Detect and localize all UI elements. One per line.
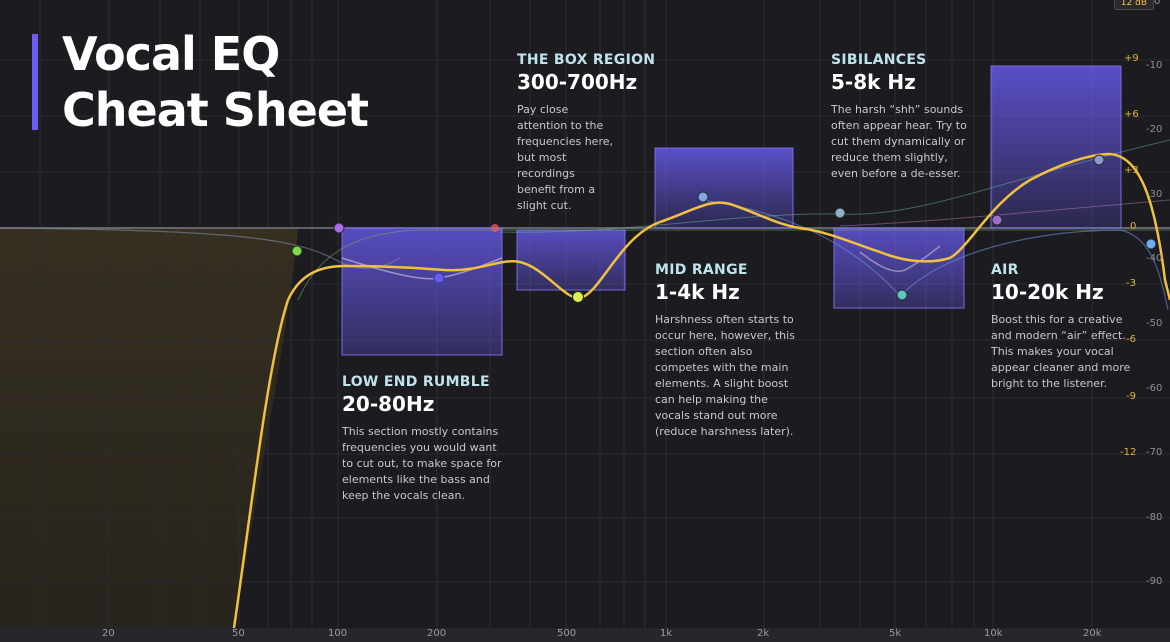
freq-tick: 10k [984, 628, 1003, 639]
freq-tick: 200 [427, 628, 447, 639]
title-line-1: Vocal EQ [62, 27, 280, 81]
gain-tick: -3 [1126, 278, 1136, 289]
eq-node-mid[interactable] [697, 191, 709, 203]
freq-tick: 20 [102, 628, 115, 639]
freq-tick: 50 [232, 628, 245, 639]
section-mid-label: MID RANGE [655, 262, 748, 278]
analyzer-tick: 0 [1154, 0, 1161, 7]
gain-tick: +6 [1124, 109, 1139, 120]
title-line-2: Cheat Sheet [62, 83, 369, 137]
freq-axis: 20 50 100 200 500 1k 2k 5k 10k 20k [0, 628, 1170, 642]
section-mid-description: Harshness often starts to occur here, ho… [655, 313, 795, 438]
gain-tick: 0 [1130, 221, 1137, 232]
section-box-description: Pay close attention to the frequencies h… [517, 103, 613, 212]
freq-tick: 100 [328, 628, 348, 639]
gain-tick: -6 [1126, 334, 1136, 345]
eq-node-teal[interactable] [834, 207, 846, 219]
eq-node-box[interactable] [572, 291, 584, 303]
freq-tick: 2k [757, 628, 770, 639]
freq-tick: 500 [557, 628, 577, 639]
grid-horizontal [0, 59, 1170, 583]
band-curve-low-shelf [0, 227, 401, 269]
analyzer-tick: -70 [1146, 447, 1163, 458]
analyzer-tick: -10 [1146, 60, 1163, 71]
band-box-low [341, 227, 503, 356]
band-curve-blue [699, 199, 1169, 311]
band-box-box [516, 229, 626, 291]
low-cut-region [0, 228, 298, 642]
title-accent-bar [32, 34, 38, 130]
section-air-label: AIR [991, 262, 1019, 278]
gain-tick: -12 [1120, 447, 1137, 458]
section-mid: MID RANGE 1-4k Hz Harshness often starts… [655, 262, 805, 440]
gain-tick: +9 [1124, 53, 1139, 64]
section-sib-label: SIBILANCES [831, 52, 927, 68]
section-low-label: LOW END RUMBLE [342, 374, 490, 390]
eq-node-air[interactable] [1093, 154, 1105, 166]
eq-node-blue[interactable] [1145, 238, 1157, 250]
section-mid-range: 1-4k Hz [655, 280, 740, 304]
band-curve-pink [839, 199, 1170, 227]
section-sib-range: 5-8k Hz [831, 70, 916, 94]
section-low-description: This section mostly contains frequencies… [342, 425, 502, 502]
gain-tick: -9 [1126, 391, 1136, 402]
section-air-range: 10-20k Hz [991, 280, 1104, 304]
eq-node-purple[interactable] [333, 222, 345, 234]
band-curve-green [297, 229, 1170, 301]
analyzer-tick: -80 [1146, 512, 1163, 523]
band-box-air [990, 65, 1122, 229]
db-range-badge[interactable]: 12 dB [1113, 0, 1154, 10]
section-box: THE BOX REGION 300-700Hz Pay close atten… [517, 52, 656, 214]
eq-curve [230, 152, 1170, 642]
section-box-range: 300-700Hz [517, 70, 638, 94]
eq-node-red[interactable] [491, 224, 499, 232]
analyzer-tick: -40 [1146, 253, 1163, 264]
analyzer-tick: -30 [1146, 189, 1163, 200]
analyzer-tick: -90 [1146, 576, 1163, 587]
freq-axis-bar [0, 628, 1170, 642]
eq-node-green[interactable] [291, 245, 303, 257]
eq-node-low[interactable] [433, 272, 445, 284]
band-curve-inner-sib [859, 245, 941, 272]
freq-tick: 20k [1083, 628, 1102, 639]
section-air-description: Boost this for a creative and modern “ai… [991, 313, 1131, 390]
page-title: Vocal EQ Cheat Sheet [62, 26, 369, 138]
freq-tick: 1k [660, 628, 673, 639]
section-low-range: 20-80Hz [342, 392, 435, 416]
section-box-label: THE BOX REGION [517, 52, 656, 68]
section-low: LOW END RUMBLE 20-80Hz This section most… [342, 374, 502, 504]
eq-node-sib[interactable] [896, 289, 908, 301]
section-sib: SIBILANCES 5-8k Hz The harsh “shh” sound… [831, 52, 971, 182]
analyzer-tick: -50 [1146, 318, 1163, 329]
analyzer-tick: -20 [1146, 124, 1163, 135]
analyzer-tick: -60 [1146, 383, 1163, 394]
freq-tick: 5k [889, 628, 902, 639]
section-sib-description: The harsh “shh” sounds often appear hear… [831, 103, 967, 180]
eq-node-air-low[interactable] [991, 214, 1003, 226]
gain-tick: +3 [1124, 165, 1139, 176]
section-air: AIR 10-20k Hz Boost this for a creative … [991, 262, 1131, 392]
